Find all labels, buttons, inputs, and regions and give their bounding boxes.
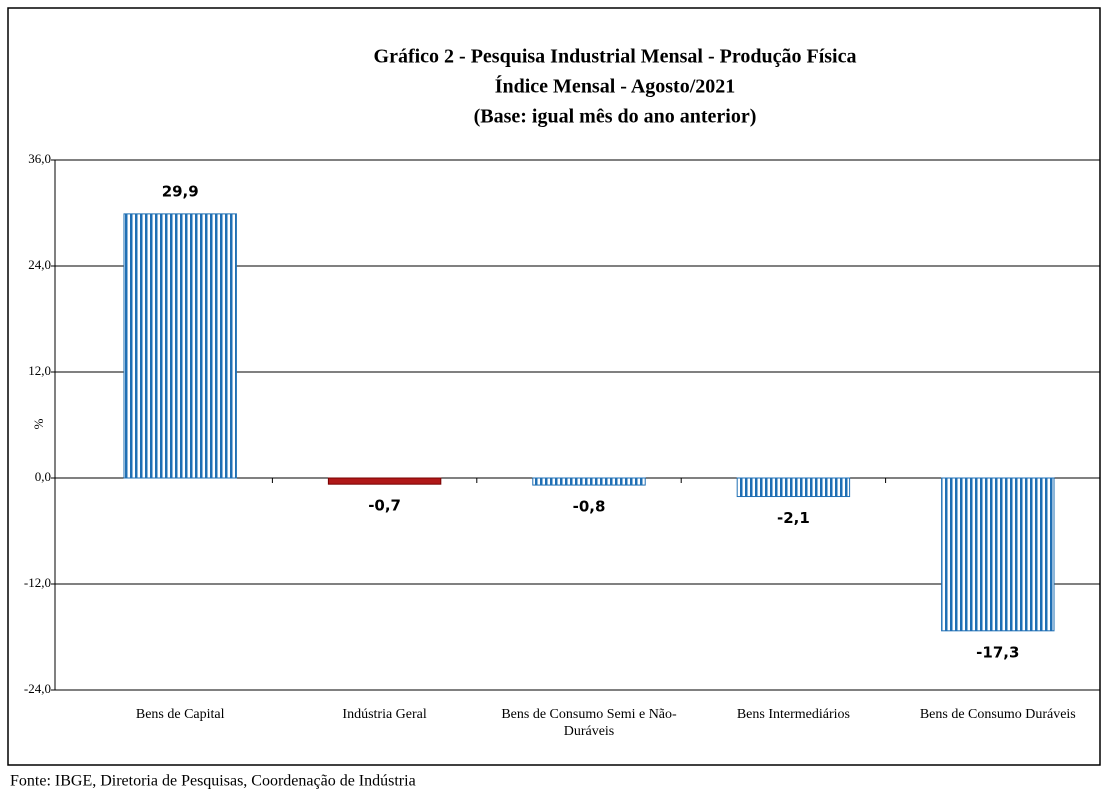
y-tick-label: 0,0 bbox=[35, 469, 51, 484]
x-tick-label: Indústria Geral bbox=[342, 707, 427, 722]
y-tick-label: 36,0 bbox=[28, 151, 51, 166]
bar bbox=[327, 477, 442, 485]
bar bbox=[532, 477, 646, 486]
bar bbox=[941, 477, 1055, 632]
x-tick-label: Bens Intermediários bbox=[736, 707, 850, 722]
y-tick-label: 24,0 bbox=[28, 257, 51, 272]
y-tick-label: -24,0 bbox=[24, 681, 51, 696]
data-label: -0,7 bbox=[368, 497, 401, 515]
bar bbox=[123, 213, 237, 479]
data-label: 29,9 bbox=[162, 182, 199, 200]
chart-title: Gráfico 2 - Pesquisa Industrial Mensal -… bbox=[374, 46, 857, 68]
data-label: -0,8 bbox=[573, 498, 606, 516]
chart-subtitle: (Base: igual mês do ano anterior) bbox=[474, 106, 757, 128]
chart-subtitle: Índice Mensal - Agosto/2021 bbox=[495, 75, 736, 98]
x-tick-label: Bens de Consumo Duráveis bbox=[919, 707, 1076, 722]
data-label: -2,1 bbox=[777, 509, 810, 527]
x-tick-label: Bens de Capital bbox=[135, 707, 225, 722]
y-tick-label: -12,0 bbox=[24, 575, 51, 590]
y-tick-label: 12,0 bbox=[28, 363, 51, 378]
x-tick-label: Bens de Consumo Semi e Não-Duráveis bbox=[501, 707, 677, 739]
source-note: Fonte: IBGE, Diretoria de Pesquisas, Coo… bbox=[10, 773, 416, 790]
data-label: -17,3 bbox=[976, 643, 1019, 661]
bar bbox=[736, 477, 851, 498]
y-axis-label: % bbox=[31, 418, 46, 429]
frame bbox=[7, 7, 1101, 766]
